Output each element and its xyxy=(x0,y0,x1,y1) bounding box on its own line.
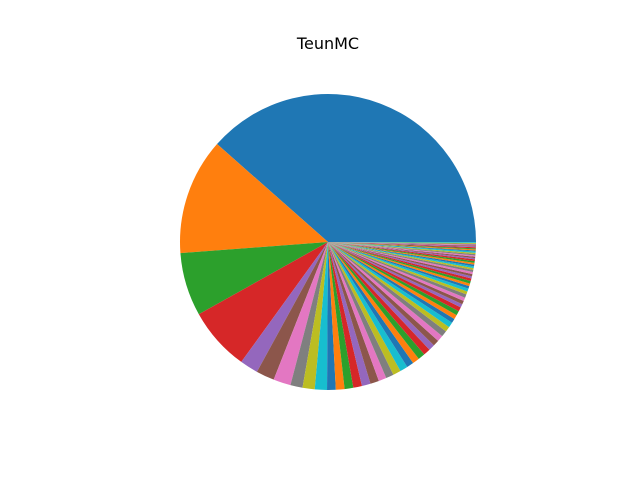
pie-slice xyxy=(328,242,474,270)
pie-slice xyxy=(314,242,328,390)
pie-slice xyxy=(328,242,394,379)
pie-slice xyxy=(328,242,425,359)
pie-slice xyxy=(328,242,475,265)
pie-slice xyxy=(328,242,439,346)
pie-slice xyxy=(328,242,453,328)
pie-slice xyxy=(328,242,414,367)
pie-slice xyxy=(328,242,401,375)
pie-slice xyxy=(328,242,475,262)
pie-slice xyxy=(328,242,362,388)
pie-slice xyxy=(328,242,476,247)
pie-slice xyxy=(180,144,328,254)
pie-slice xyxy=(328,242,471,287)
pie-slice xyxy=(217,94,476,242)
pie-slice xyxy=(328,242,354,390)
pie-slice xyxy=(328,242,434,350)
pie-slice xyxy=(328,242,472,282)
chart-title: TeunMC xyxy=(296,34,359,53)
pie-slice xyxy=(328,242,476,244)
pie-slice xyxy=(328,242,474,269)
pie-slice xyxy=(328,242,476,260)
pie-slice xyxy=(328,242,468,295)
pie-slice xyxy=(273,242,328,386)
pie-slice xyxy=(328,242,459,316)
pie-slice xyxy=(328,242,430,355)
pie-slice xyxy=(328,242,476,250)
pie-slice xyxy=(328,242,379,384)
pie-slice xyxy=(328,242,476,259)
pie-slice xyxy=(328,242,443,341)
pie-slice xyxy=(328,242,469,292)
pie-slice xyxy=(328,242,472,279)
pie-slice xyxy=(328,242,476,246)
pie-slice xyxy=(328,242,345,390)
pie-slice xyxy=(328,242,475,263)
pie-slice xyxy=(328,242,473,275)
pie-slice xyxy=(328,242,474,273)
pie-slice xyxy=(328,242,473,277)
pie-slice xyxy=(328,242,455,323)
pie-slice xyxy=(180,242,328,315)
pie-slice xyxy=(328,242,475,267)
pie-slice xyxy=(302,242,328,390)
pie-slice xyxy=(328,242,476,257)
pie-slice xyxy=(328,242,476,252)
pie-slice xyxy=(328,242,450,332)
pie-slice xyxy=(328,242,476,243)
pie-slice xyxy=(328,242,471,284)
pie-slice xyxy=(328,242,476,255)
pie-slice xyxy=(328,242,476,248)
pie-slice xyxy=(328,242,467,298)
pie-slice xyxy=(328,242,476,249)
pie-slice xyxy=(198,242,328,362)
pie-slice xyxy=(328,242,461,312)
pie-slice xyxy=(328,242,470,289)
pie-slice xyxy=(328,242,463,308)
pie-slice xyxy=(256,242,328,380)
pie-slice xyxy=(241,242,328,372)
pie-slice xyxy=(328,242,446,337)
pie-slice xyxy=(328,242,464,305)
pie-slice xyxy=(328,242,371,387)
pie-slice xyxy=(328,242,457,319)
pie-slice xyxy=(328,242,476,256)
pie-slice xyxy=(328,242,476,251)
pie-slices xyxy=(180,94,476,391)
pie-slice xyxy=(327,242,336,391)
pie-slice xyxy=(328,242,387,381)
pie-slice xyxy=(328,242,476,245)
pie-slice xyxy=(328,242,466,301)
pie-slice xyxy=(328,242,476,253)
pie-slice xyxy=(328,242,419,364)
pie-slice xyxy=(290,242,328,388)
pie-slice xyxy=(328,242,408,372)
